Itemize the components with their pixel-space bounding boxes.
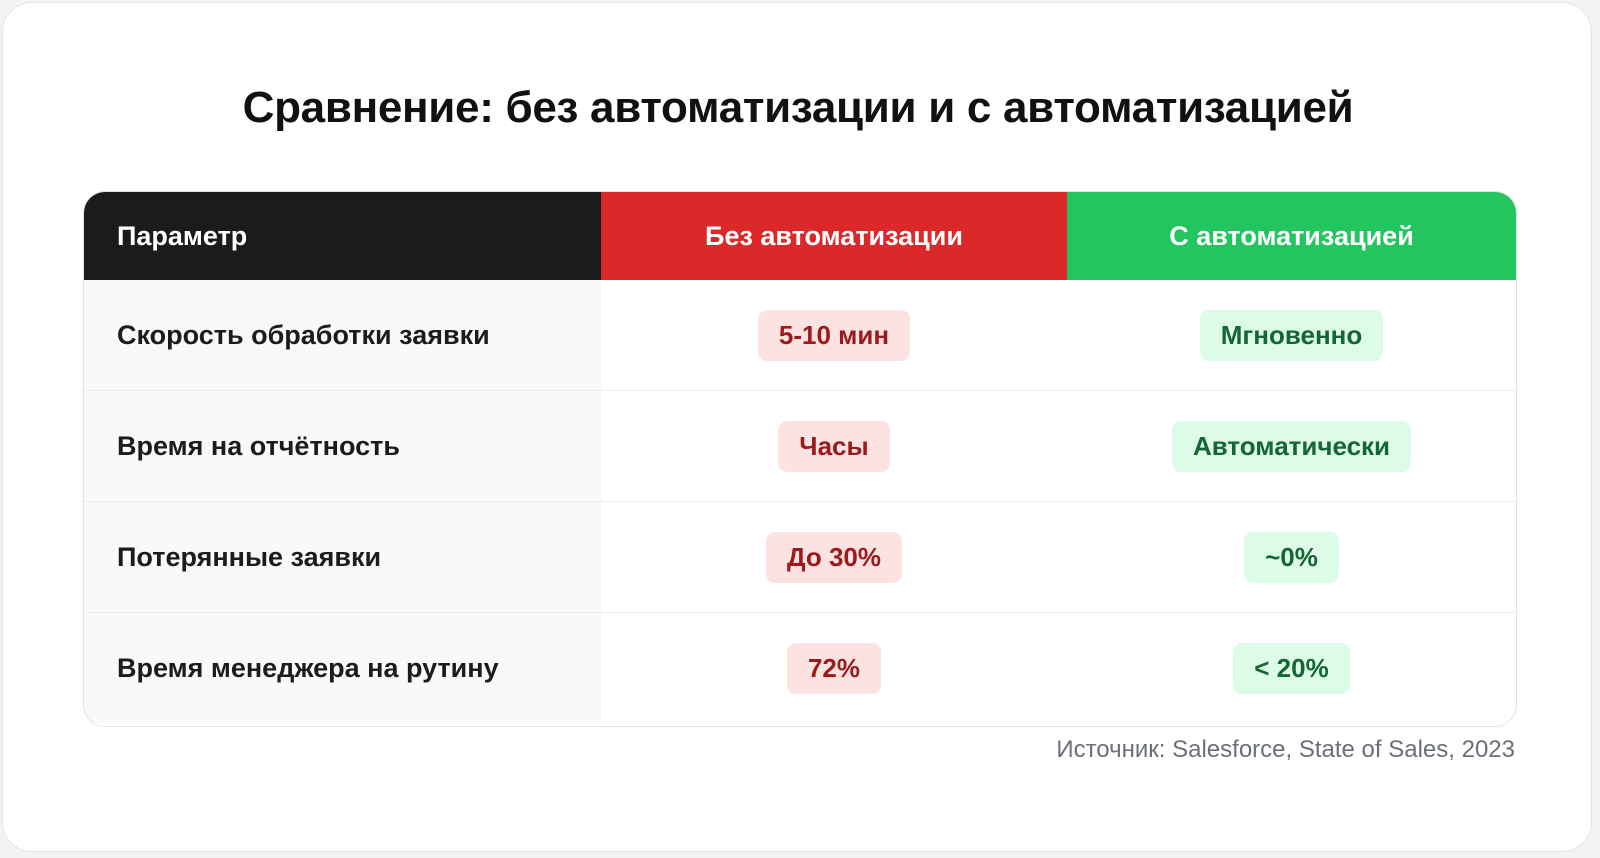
header-without-automation: Без автоматизации (601, 192, 1067, 280)
header-param: Параметр (84, 192, 601, 280)
value-badge-without: Часы (778, 420, 890, 472)
value-badge-with: < 20% (1233, 642, 1350, 694)
row-param: Время на отчётность (84, 391, 601, 501)
table-row: Время на отчётность Часы Автоматически (84, 390, 1516, 501)
table-row: Скорость обработки заявки 5-10 мин Мгнов… (84, 280, 1516, 390)
row-param: Потерянные заявки (84, 502, 601, 612)
cell-with: Мгновенно (1067, 280, 1516, 390)
value-badge-without: 5-10 мин (757, 309, 911, 361)
value-badge-without: 72% (786, 642, 882, 694)
cell-without: До 30% (601, 502, 1067, 612)
value-badge-without: До 30% (766, 531, 902, 583)
cell-without: 72% (601, 613, 1067, 723)
cell-with: < 20% (1067, 613, 1516, 723)
row-param: Скорость обработки заявки (84, 280, 601, 390)
cell-without: Часы (601, 391, 1067, 501)
value-badge-with: Автоматически (1171, 420, 1412, 472)
table-header: Параметр Без автоматизации С автоматизац… (84, 192, 1516, 280)
table-row: Потерянные заявки До 30% ~0% (84, 501, 1516, 612)
row-param: Время менеджера на рутину (84, 613, 601, 723)
cell-with: Автоматически (1067, 391, 1516, 501)
table-row: Время менеджера на рутину 72% < 20% (84, 612, 1516, 723)
page-title: Сравнение: без автоматизации и с автомат… (242, 83, 1354, 132)
header-with-automation: С автоматизацией (1067, 192, 1516, 280)
cell-with: ~0% (1067, 502, 1516, 612)
source-note: Источник: Salesforce, State of Sales, 20… (1056, 736, 1515, 763)
comparison-table: Параметр Без автоматизации С автоматизац… (83, 191, 1517, 727)
value-badge-with: ~0% (1244, 531, 1339, 583)
cell-without: 5-10 мин (601, 280, 1067, 390)
value-badge-with: Мгновенно (1199, 309, 1384, 361)
